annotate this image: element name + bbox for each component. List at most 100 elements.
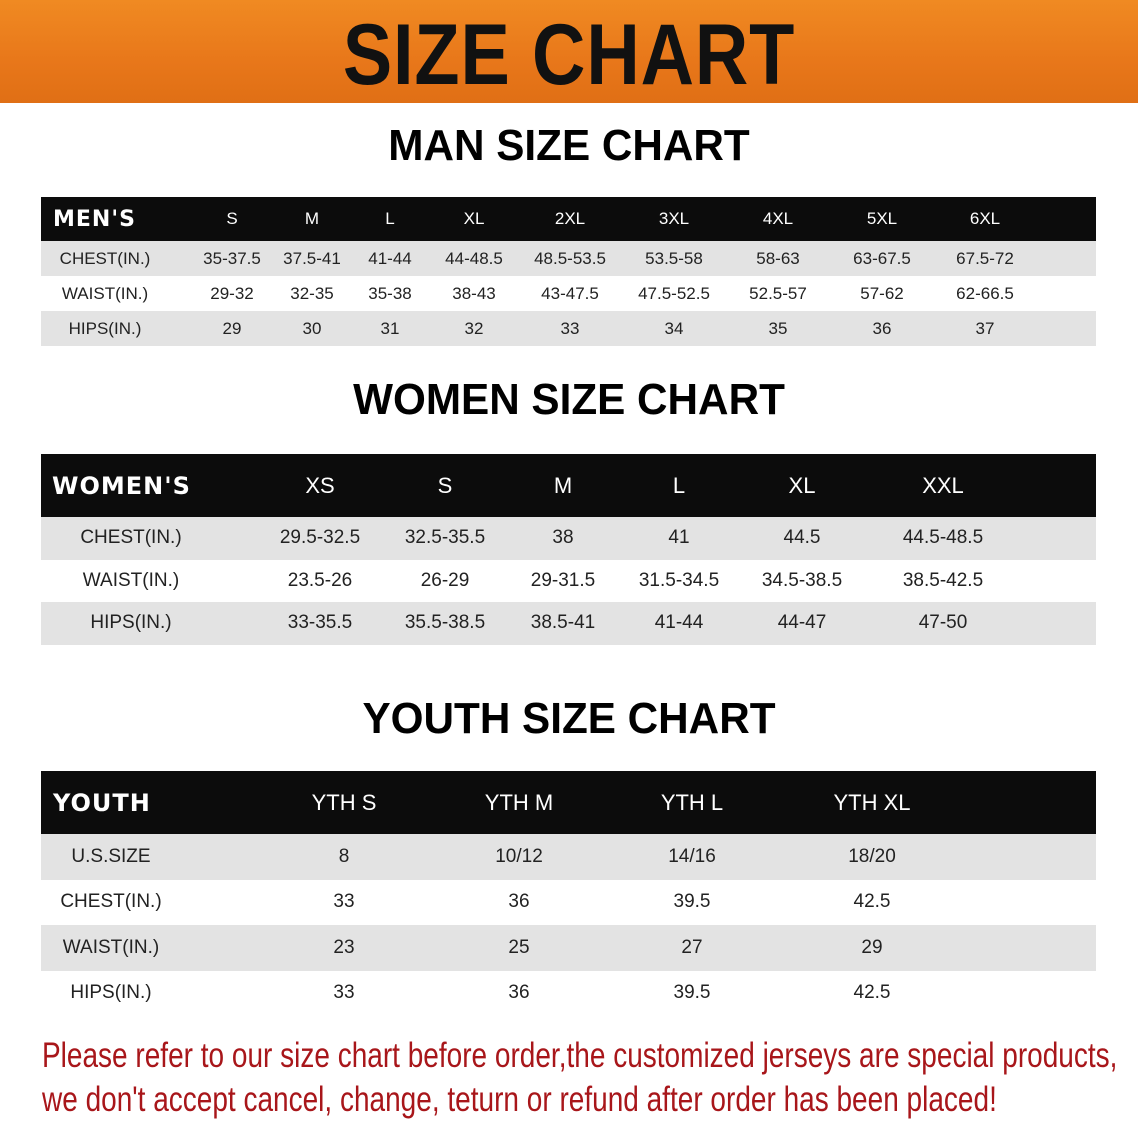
table-cell: 23.5-26 [287,569,353,591]
table-cell: 42.5 [853,982,891,1004]
table-row: HIPS(IN.) 33-35.5 35.5-38.5 38.5-41 41-44 44-… [41,602,1096,645]
table-cell: 32.5-35.5 [404,527,486,549]
table-cell: 41 [668,527,690,549]
table-cell: 29 [222,318,242,338]
youth-header-row: YOUTH YTH S YTH M YTH L YTH XL [41,771,1096,834]
table-cell: 41-44 [654,612,704,634]
table-cell: 36 [508,982,530,1004]
measurement-label: HIPS(IN.) [70,982,152,1004]
measurement-label: WAIST(IN.) [82,569,180,591]
order-notice-line-2: we don't accept cancel, change, teturn o… [42,1080,997,1119]
women-header-row: WOMEN'S XS S M L XL XXL [41,454,1096,517]
measurement-label: CHEST(IN.) [80,527,182,549]
table-cell: 23 [333,936,355,958]
size-header: S [437,472,453,498]
table-cell: 47-50 [918,612,968,634]
size-header: XS [305,472,335,498]
men-header-label: MEN'S [53,206,136,232]
table-cell: 31 [380,318,400,338]
table-cell: 33-35.5 [287,612,353,634]
table-row: HIPS(IN.) 33 36 39.5 42.5 [41,970,1096,1016]
measurement-label: HIPS(IN.) [90,612,172,634]
size-header: XL [788,472,816,498]
table-cell: 52.5-57 [749,283,807,303]
size-header: M [304,209,320,228]
size-header: S [226,209,238,228]
table-cell: 48.5-53.5 [534,248,606,268]
size-header: 4XL [762,209,794,228]
youth-header-label: YOUTH [53,788,151,817]
measurement-label: WAIST(IN.) [62,936,160,958]
table-row: U.S.SIZE 8 10/12 14/16 18/20 [41,834,1096,880]
size-header: YTH S [311,789,377,815]
table-cell: 37 [975,318,995,338]
table-cell: 29 [861,936,883,958]
size-header: YTH L [660,789,724,815]
measurement-label: HIPS(IN.) [68,318,142,338]
table-cell: 41-44 [368,248,412,268]
size-header: XXL [922,472,964,498]
youth-section-title: YOUTH SIZE CHART [362,694,776,743]
table-cell: 37.5-41 [283,248,341,268]
table-row: CHEST(IN.) 35-37.5 37.5-41 41-44 44-48.5 48.5… [41,241,1096,276]
size-header: YTH XL [833,789,911,815]
table-cell: 33 [560,318,580,338]
table-row: WAIST(IN.) 29-32 32-35 35-38 38-43 43-47.5 47.… [41,276,1096,311]
table-cell: 26-29 [420,569,470,591]
table-cell: 39.5 [673,891,711,913]
table-cell: 34.5-38.5 [761,569,843,591]
size-header: L [672,472,686,498]
table-cell: 43-47.5 [541,283,599,303]
table-cell: 35.5-38.5 [404,612,486,634]
table-cell: 33 [333,891,355,913]
table-cell: 44-48.5 [445,248,503,268]
size-header: YTH M [484,789,554,815]
table-cell: 44.5 [783,527,821,549]
table-cell: 34 [664,318,684,338]
table-row: HIPS(IN.) 29 30 31 32 33 34 35 36 37 [41,311,1096,346]
table-row: CHEST(IN.) 33 36 39.5 42.5 [41,879,1096,925]
measurement-label: U.S.SIZE [71,845,151,867]
size-header: 6XL [969,209,1001,228]
youth-size-table: YOUTH YTH S YTH M YTH L YTH XL U.S.SIZE 8 10/12… [41,771,1096,1016]
table-cell: 31.5-34.5 [638,569,720,591]
table-cell: 47.5-52.5 [638,283,710,303]
table-cell: 29.5-32.5 [279,527,361,549]
table-cell: 57-62 [860,283,904,303]
table-cell: 62-66.5 [956,283,1014,303]
page-title: SIZE CHART [342,7,796,103]
table-cell: 38 [552,527,574,549]
table-cell: 42.5 [853,891,891,913]
table-row: CHEST(IN.) 29.5-32.5 32.5-35.5 38 41 44.5 44.5… [41,517,1096,560]
table-cell: 32 [464,318,484,338]
table-cell: 38-43 [452,283,496,303]
table-cell: 27 [681,936,703,958]
men-header-row: MEN'S S M L XL 2XL 3XL 4XL 5XL 6XL [41,197,1096,241]
table-cell: 25 [508,936,530,958]
table-row: WAIST(IN.) 23 25 27 29 [41,925,1096,971]
table-cell: 29-32 [210,283,254,303]
table-cell: 36 [508,891,530,913]
table-cell: 33 [333,982,355,1004]
measurement-label: CHEST(IN.) [59,248,151,268]
table-cell: 32-35 [290,283,334,303]
table-cell: 38.5-42.5 [902,569,984,591]
table-cell: 14/16 [668,845,716,867]
table-cell: 63-67.5 [853,248,911,268]
table-cell: 44.5-48.5 [902,527,984,549]
size-header: M [553,472,573,498]
table-cell: 10/12 [495,845,543,867]
table-cell: 39.5 [673,982,711,1004]
men-section-title: MAN SIZE CHART [388,121,750,170]
table-cell: 30 [302,318,322,338]
title-banner: SIZE CHART [0,0,1138,103]
table-cell: 8 [338,845,350,867]
table-cell: 67.5-72 [956,248,1014,268]
table-cell: 35 [768,318,788,338]
table-cell: 29-31.5 [530,569,596,591]
table-cell: 35-37.5 [203,248,261,268]
table-cell: 18/20 [848,845,896,867]
size-header: L [385,209,395,228]
women-section-title: WOMEN SIZE CHART [353,375,785,424]
table-cell: 38.5-41 [530,612,596,634]
